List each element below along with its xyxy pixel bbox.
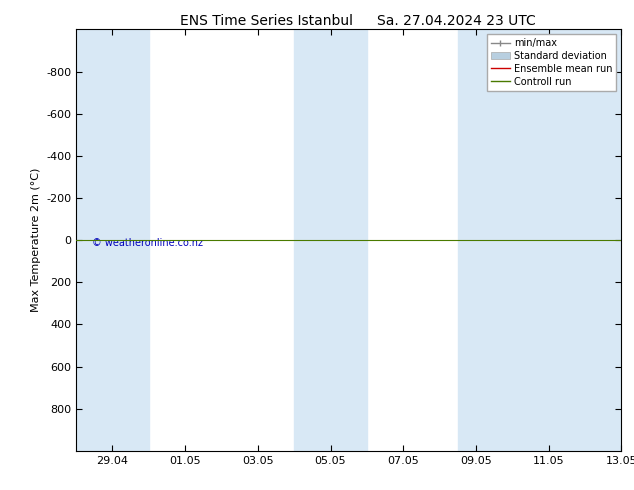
Bar [294, 29, 367, 451]
Legend: min/max, Standard deviation, Ensemble mean run, Controll run: min/max, Standard deviation, Ensemble me… [487, 34, 616, 91]
Bar [458, 29, 634, 451]
Text: Sa. 27.04.2024 23 UTC: Sa. 27.04.2024 23 UTC [377, 14, 536, 28]
Bar [58, 29, 149, 451]
Text: © weatheronline.co.nz: © weatheronline.co.nz [93, 238, 204, 248]
Y-axis label: Max Temperature 2m (°C): Max Temperature 2m (°C) [30, 168, 41, 312]
Text: ENS Time Series Istanbul: ENS Time Series Istanbul [180, 14, 353, 28]
